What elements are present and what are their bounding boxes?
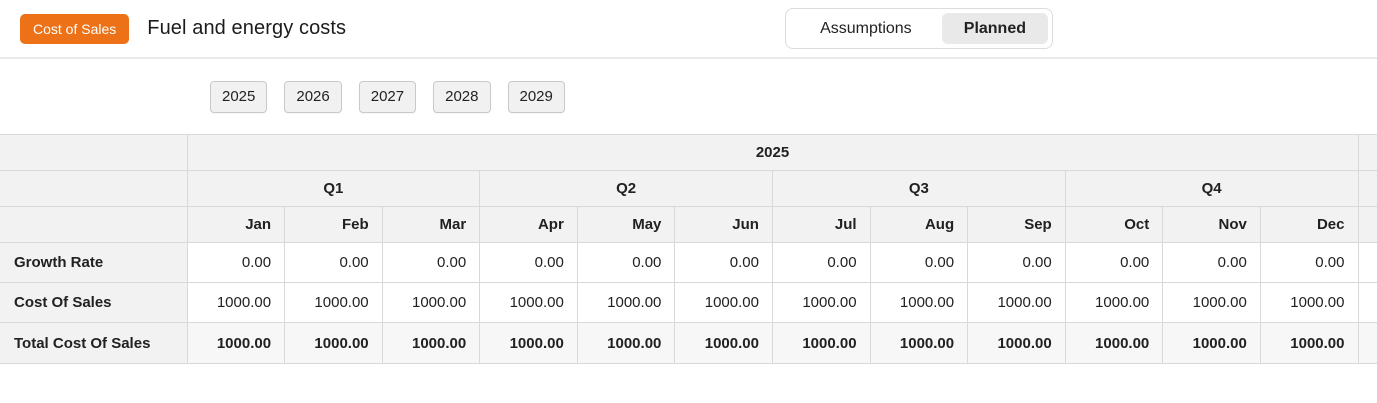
row-label: Cost Of Sales — [0, 282, 188, 323]
view-tab-group: Assumptions Planned — [785, 8, 1053, 49]
quarter-header-q2: Q2 — [479, 170, 773, 207]
table-row-total-cost-of-sales: Total Cost Of Sales 1000.00 1000.00 1000… — [0, 322, 1377, 364]
value-cell-aug[interactable]: 1000.00 — [869, 282, 969, 323]
month-header-may: May — [576, 206, 676, 243]
month-header-feb: Feb — [284, 206, 383, 243]
total-cell-jan: 1000.00 — [186, 322, 286, 364]
value-cell-feb[interactable]: 0.00 — [284, 242, 383, 283]
category-badge: Cost of Sales — [20, 13, 130, 44]
value-cell-oct[interactable]: 0.00 — [1064, 242, 1164, 283]
value-cell-jul[interactable]: 1000.00 — [771, 282, 871, 323]
total-cell-apr: 1000.00 — [479, 322, 578, 364]
value-cell-nov[interactable]: 0.00 — [1162, 242, 1261, 283]
planning-table-wrap: 2025 Q1 Q2 Q3 Q4 Jan Feb Mar Apr May Jun… — [0, 134, 1377, 364]
year-header-cell: 2025 — [186, 134, 1359, 171]
value-cell-dec[interactable]: 0.00 — [1259, 242, 1359, 283]
year-button-2027[interactable]: 2027 — [358, 81, 417, 113]
value-cell-sep[interactable]: 1000.00 — [967, 282, 1066, 323]
value-cell-mar[interactable]: 0.00 — [381, 242, 481, 283]
quarter-header-q4: Q4 — [1064, 170, 1359, 207]
value-cell-jun[interactable]: 0.00 — [674, 242, 773, 283]
value-cell-jul[interactable]: 0.00 — [771, 242, 871, 283]
year-button-2029[interactable]: 2029 — [507, 81, 565, 113]
table-row-cost-of-sales: Cost Of Sales 1000.00 1000.00 1000.00 10… — [0, 282, 1377, 323]
value-cell-feb[interactable]: 1000.00 — [284, 282, 383, 323]
total-cell-mar: 1000.00 — [381, 322, 481, 364]
total-cell-may: 1000.00 — [576, 322, 676, 364]
planning-table: 2025 Q1 Q2 Q3 Q4 Jan Feb Mar Apr May Jun… — [0, 134, 1377, 364]
month-header-jan: Jan — [186, 206, 286, 243]
month-header-jun: Jun — [674, 206, 773, 243]
value-cell-oct[interactable]: 1000.00 — [1064, 282, 1164, 323]
month-header-sep: Sep — [967, 206, 1066, 243]
year-button-2025[interactable]: 2025 — [210, 81, 268, 113]
value-cell-sep[interactable]: 0.00 — [967, 242, 1066, 283]
month-header-apr: Apr — [479, 206, 578, 243]
total-cell-oct: 1000.00 — [1064, 322, 1164, 364]
total-cell-dec: 1000.00 — [1259, 322, 1359, 364]
total-cell-feb: 1000.00 — [284, 322, 383, 364]
next-year-spill-cell — [1357, 170, 1377, 207]
next-year-spill-cell — [1357, 242, 1377, 283]
month-header-row: Jan Feb Mar Apr May Jun Jul Aug Sep Oct … — [0, 206, 1377, 243]
year-button-row: 2025 2026 2027 2028 2029 — [210, 81, 1377, 113]
page-header: Cost of Sales Fuel and energy costs Assu… — [0, 0, 1377, 59]
corner-cell — [0, 170, 188, 207]
next-year-spill-cell — [1357, 282, 1377, 323]
value-cell-jun[interactable]: 1000.00 — [674, 282, 773, 323]
month-header-nov: Nov — [1162, 206, 1261, 243]
next-year-spill-cell — [1357, 322, 1377, 364]
total-cell-nov: 1000.00 — [1162, 322, 1261, 364]
next-year-spill-cell — [1357, 134, 1377, 171]
row-label: Growth Rate — [0, 242, 188, 283]
month-header-jul: Jul — [771, 206, 871, 243]
corner-cell — [0, 206, 188, 243]
total-cell-sep: 1000.00 — [967, 322, 1066, 364]
year-button-2028[interactable]: 2028 — [433, 81, 491, 113]
row-label: Total Cost Of Sales — [0, 322, 188, 364]
value-cell-jan[interactable]: 1000.00 — [186, 282, 286, 323]
value-cell-apr[interactable]: 1000.00 — [479, 282, 578, 323]
page-title: Fuel and energy costs — [147, 17, 347, 39]
month-header-oct: Oct — [1064, 206, 1164, 243]
quarter-header-q1: Q1 — [186, 170, 481, 207]
value-cell-may[interactable]: 0.00 — [576, 242, 676, 283]
next-year-spill-cell — [1357, 206, 1377, 243]
year-button-2026[interactable]: 2026 — [284, 81, 342, 113]
corner-cell — [0, 134, 188, 171]
tab-assumptions[interactable]: Assumptions — [820, 19, 912, 37]
value-cell-may[interactable]: 1000.00 — [576, 282, 676, 323]
quarter-header-q3: Q3 — [771, 170, 1066, 207]
value-cell-mar[interactable]: 1000.00 — [381, 282, 481, 323]
total-cell-jul: 1000.00 — [771, 322, 871, 364]
year-header-row: 2025 — [0, 134, 1377, 171]
total-cell-aug: 1000.00 — [869, 322, 969, 364]
total-cell-jun: 1000.00 — [674, 322, 773, 364]
value-cell-dec[interactable]: 1000.00 — [1259, 282, 1359, 323]
value-cell-apr[interactable]: 0.00 — [479, 242, 578, 283]
table-row-growth-rate: Growth Rate 0.00 0.00 0.00 0.00 0.00 0.0… — [0, 242, 1377, 283]
month-header-dec: Dec — [1259, 206, 1359, 243]
quarter-header-row: Q1 Q2 Q3 Q4 — [0, 170, 1377, 207]
value-cell-aug[interactable]: 0.00 — [869, 242, 969, 283]
month-header-aug: Aug — [869, 206, 969, 243]
value-cell-jan[interactable]: 0.00 — [186, 242, 286, 283]
tab-planned[interactable]: Planned — [941, 13, 1048, 44]
value-cell-nov[interactable]: 1000.00 — [1162, 282, 1261, 323]
month-header-mar: Mar — [381, 206, 481, 243]
